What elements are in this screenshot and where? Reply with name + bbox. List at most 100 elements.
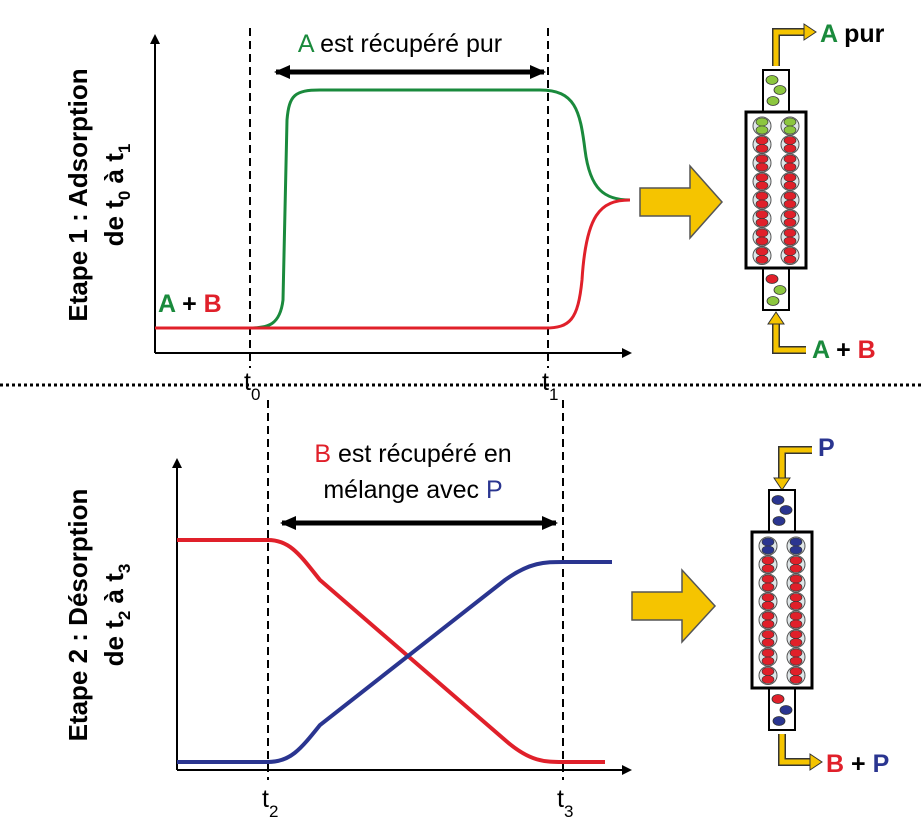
particle xyxy=(783,218,797,227)
arrow-head xyxy=(809,753,823,771)
particle xyxy=(761,574,775,584)
tick-label: t0 xyxy=(244,368,260,404)
tick-label: t2 xyxy=(262,785,278,821)
text: A xyxy=(812,336,830,364)
text: 3 xyxy=(115,564,134,573)
flow-arrow xyxy=(773,29,806,66)
text: à t xyxy=(99,153,129,191)
text: B xyxy=(858,336,876,364)
particle xyxy=(761,675,775,684)
particle xyxy=(761,619,775,629)
particle xyxy=(783,247,797,256)
particle xyxy=(755,228,769,238)
column xyxy=(750,489,814,731)
particle xyxy=(783,255,797,264)
particle xyxy=(755,173,769,182)
flow-arrow xyxy=(778,446,812,480)
particle xyxy=(783,210,797,219)
particle xyxy=(755,136,769,145)
text: 2 xyxy=(115,611,134,620)
particle xyxy=(761,564,775,573)
particle xyxy=(761,667,775,676)
particle xyxy=(761,656,775,666)
tick-label: t1 xyxy=(542,368,558,404)
tick-label: t3 xyxy=(557,785,573,821)
feed-label: A + B xyxy=(158,290,222,318)
particle xyxy=(755,191,769,201)
particle xyxy=(771,694,785,704)
particle xyxy=(789,593,803,602)
text: t xyxy=(244,368,251,396)
particle xyxy=(755,144,769,153)
particle xyxy=(761,593,775,602)
text: + xyxy=(844,750,873,778)
particle xyxy=(755,117,769,127)
particle xyxy=(765,75,779,85)
text: 1 xyxy=(549,385,558,404)
column-top-label: A pur xyxy=(820,20,885,48)
flow-arrow xyxy=(779,447,812,480)
particle xyxy=(783,199,797,209)
text: mélange avec xyxy=(323,476,486,504)
column-top-label: P xyxy=(818,434,835,462)
particle xyxy=(789,582,803,592)
step-title: Etape 1 : Adsorption xyxy=(63,68,93,321)
text: B xyxy=(314,440,331,468)
step-title: Etape 2 : Désorption xyxy=(63,489,93,742)
particle xyxy=(783,154,797,164)
particle xyxy=(755,210,769,219)
particle xyxy=(783,144,797,153)
particle xyxy=(783,181,797,190)
process-arrow xyxy=(639,164,724,240)
column-bottom-label: A + B xyxy=(812,336,876,364)
particle xyxy=(755,181,769,190)
particle xyxy=(755,247,769,256)
particle xyxy=(755,199,769,209)
flow-arrow xyxy=(772,322,806,354)
text: pur xyxy=(837,20,884,48)
particle xyxy=(755,218,769,227)
text: 0 xyxy=(115,191,134,200)
text: t xyxy=(557,785,564,813)
flow-arrow xyxy=(773,322,806,353)
process-arrow xyxy=(631,568,717,644)
flow-arrow xyxy=(772,28,806,66)
particle xyxy=(755,255,769,264)
annotation: mélange avec P xyxy=(323,476,502,504)
particle xyxy=(761,630,775,639)
particle xyxy=(789,564,803,573)
text: A xyxy=(820,20,838,48)
particle xyxy=(773,285,787,295)
particle xyxy=(755,236,769,246)
particle xyxy=(761,601,775,610)
particle xyxy=(783,191,797,201)
particle xyxy=(789,556,803,565)
particle xyxy=(779,505,793,515)
text: 3 xyxy=(564,802,573,821)
particle xyxy=(755,162,769,172)
text: A xyxy=(298,30,315,58)
particle xyxy=(761,611,775,621)
text: P xyxy=(818,434,835,462)
particle xyxy=(783,162,797,172)
column xyxy=(744,69,808,311)
particle xyxy=(783,136,797,145)
text: de t xyxy=(99,620,129,667)
text: A xyxy=(158,290,176,318)
step-subtitle: de t0 à t1 xyxy=(99,144,134,247)
particle xyxy=(783,117,797,127)
text: de t xyxy=(99,200,129,247)
text: t xyxy=(542,368,549,396)
particle xyxy=(779,705,793,715)
particle xyxy=(789,667,803,676)
particle xyxy=(761,648,775,658)
particle xyxy=(766,296,780,306)
particle xyxy=(772,716,786,726)
curve-a xyxy=(155,88,631,330)
curve-p xyxy=(177,560,612,764)
text: P xyxy=(486,476,503,504)
arrow-head xyxy=(803,23,817,41)
text: t xyxy=(262,785,269,813)
particle xyxy=(766,96,780,106)
arrow-head xyxy=(773,477,791,491)
